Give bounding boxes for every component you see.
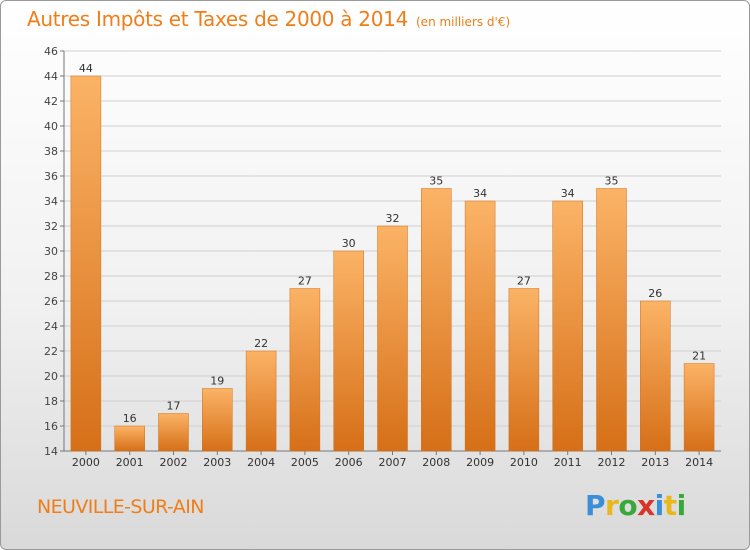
commune-name: NEUVILLE-SUR-AIN — [37, 496, 204, 518]
data-label-2011: 34 — [561, 187, 575, 200]
proxiti-logo[interactable]: Proxiti — [585, 489, 686, 522]
y-tick-label: 28 — [44, 270, 58, 283]
bar-2013 — [640, 300, 671, 452]
data-label-2006: 30 — [342, 237, 356, 250]
data-label-2012: 35 — [605, 175, 619, 188]
x-tick-label: 2014 — [685, 456, 713, 469]
bar-2006 — [333, 250, 364, 452]
data-label-2014: 21 — [692, 350, 706, 363]
data-labels: 44 16 17 19 22 27 30 32 35 34 27 34 35 26 21 — [79, 62, 706, 425]
data-label-2007: 32 — [386, 212, 400, 225]
x-tick-label: 2010 — [510, 456, 538, 469]
x-tick-label: 2002 — [160, 456, 188, 469]
y-tick-label: 22 — [44, 345, 58, 358]
x-tick-label: 2000 — [72, 456, 100, 469]
chart-title-block: Autres Impôts et Taxes de 2000 à 2014 (en… — [27, 7, 510, 31]
y-tick-label: 26 — [44, 295, 58, 308]
x-tick-label: 2003 — [203, 456, 231, 469]
y-tick-label: 16 — [44, 420, 58, 433]
x-tick-label: 2006 — [335, 456, 363, 469]
x-tick-label: 2004 — [247, 456, 275, 469]
data-label-2001: 16 — [123, 412, 137, 425]
data-label-2002: 17 — [167, 400, 181, 413]
data-label-2010: 27 — [517, 275, 531, 288]
x-tick-label: 2013 — [641, 456, 669, 469]
bar-2003 — [202, 388, 233, 452]
bar-2011 — [552, 200, 583, 452]
bar-2001 — [114, 425, 145, 452]
data-label-2000: 44 — [79, 62, 93, 75]
y-tick-label: 40 — [44, 120, 58, 133]
x-tick-label: 2011 — [554, 456, 582, 469]
y-tick-label: 42 — [44, 95, 58, 108]
bar-2007 — [377, 225, 408, 452]
y-tick-label: 14 — [44, 445, 58, 458]
chart-title: Autres Impôts et Taxes de 2000 à 2014 — [27, 7, 408, 31]
y-tick-label: 44 — [44, 70, 58, 83]
bar-2004 — [245, 350, 277, 452]
y-tick-label: 24 — [44, 320, 58, 333]
data-label-2003: 19 — [210, 375, 224, 388]
bar-2000 — [70, 75, 102, 452]
x-tick-label: 2012 — [598, 456, 626, 469]
data-label-2004: 22 — [254, 337, 268, 350]
bar-2005 — [289, 288, 321, 452]
chart-unit: (en milliers d'€) — [416, 15, 511, 29]
y-tick-label: 36 — [44, 170, 58, 183]
data-label-2005: 27 — [298, 275, 312, 288]
y-tick-label: 18 — [44, 395, 58, 408]
x-tick-label: 2009 — [466, 456, 494, 469]
y-tick-label: 30 — [44, 245, 58, 258]
bar-2010 — [508, 288, 540, 452]
y-tick-label: 20 — [44, 370, 58, 383]
bar-2012 — [596, 188, 627, 452]
x-tick-label: 2008 — [422, 456, 450, 469]
bar-2014 — [683, 363, 715, 452]
data-label-2009: 34 — [473, 187, 487, 200]
bar-2002 — [158, 413, 189, 452]
y-tick-label: 32 — [44, 220, 58, 233]
x-tick-label: 2001 — [116, 456, 144, 469]
y-tick-label: 34 — [44, 195, 58, 208]
x-tick-label: 2005 — [291, 456, 319, 469]
y-tick-label: 38 — [44, 145, 58, 158]
data-label-2013: 26 — [648, 287, 662, 300]
bar-2009 — [464, 200, 496, 452]
x-tick-label: 2007 — [379, 456, 407, 469]
bar-2008 — [421, 188, 452, 452]
data-label-2008: 35 — [429, 175, 443, 188]
y-tick-label: 46 — [44, 45, 58, 58]
bars — [70, 75, 715, 452]
